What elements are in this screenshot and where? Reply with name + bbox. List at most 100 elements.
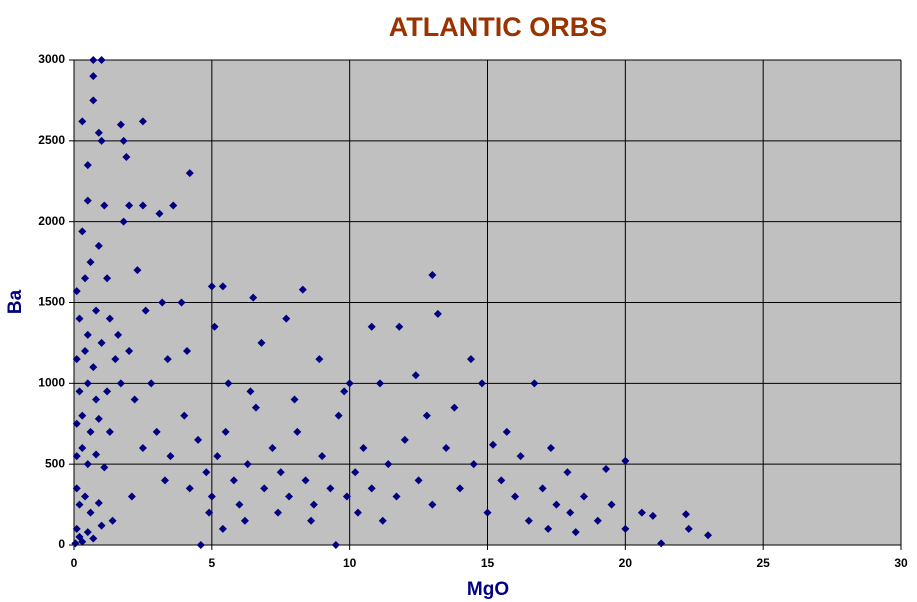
point xyxy=(72,419,81,428)
point xyxy=(114,330,123,339)
point xyxy=(119,136,128,145)
point xyxy=(648,511,657,520)
point xyxy=(100,201,109,210)
point xyxy=(331,541,340,549)
point xyxy=(202,468,211,477)
point xyxy=(92,306,101,315)
point xyxy=(257,338,266,347)
point xyxy=(502,427,511,436)
point xyxy=(224,379,233,388)
point xyxy=(552,500,561,509)
point xyxy=(81,492,90,501)
point xyxy=(78,444,87,452)
y-tick-label: 1500 xyxy=(38,295,65,309)
point xyxy=(125,201,134,210)
point xyxy=(83,528,92,537)
y-tick-label: 2500 xyxy=(38,133,65,147)
point xyxy=(116,379,125,388)
point xyxy=(469,460,478,469)
point xyxy=(433,309,442,318)
point xyxy=(138,117,147,126)
point xyxy=(455,484,464,493)
point xyxy=(130,395,139,404)
chart-title: ATLANTIC ORBS xyxy=(389,12,607,42)
point xyxy=(276,468,285,477)
point xyxy=(538,484,547,493)
point xyxy=(97,521,106,530)
point xyxy=(704,531,713,540)
point xyxy=(367,322,376,331)
point xyxy=(89,96,98,105)
point xyxy=(318,452,327,461)
point xyxy=(681,510,690,519)
point xyxy=(72,287,81,296)
point xyxy=(89,534,98,543)
point xyxy=(97,136,106,145)
point xyxy=(218,282,227,291)
point xyxy=(75,387,84,396)
point xyxy=(497,476,506,485)
point xyxy=(340,387,349,396)
point xyxy=(71,539,80,548)
point xyxy=(579,492,588,501)
point xyxy=(546,444,555,452)
point xyxy=(111,355,120,364)
point xyxy=(345,379,354,388)
point xyxy=(607,500,616,509)
point xyxy=(307,516,316,525)
x-tick-label: 15 xyxy=(481,556,495,570)
point xyxy=(637,508,646,517)
point xyxy=(163,355,172,364)
point xyxy=(273,508,282,517)
point xyxy=(155,209,164,218)
point xyxy=(326,484,335,493)
point xyxy=(400,435,409,444)
point xyxy=(213,452,222,461)
point xyxy=(194,435,203,444)
point xyxy=(196,541,205,549)
point xyxy=(133,266,142,275)
x-tick-label: 5 xyxy=(208,556,215,570)
point xyxy=(621,456,630,465)
point xyxy=(141,306,150,315)
point xyxy=(83,161,92,170)
point xyxy=(158,298,167,307)
point xyxy=(92,395,101,404)
point xyxy=(563,468,572,477)
point xyxy=(544,524,553,533)
point xyxy=(221,427,230,436)
point xyxy=(450,403,459,412)
point xyxy=(309,500,318,509)
point xyxy=(86,258,95,267)
point xyxy=(83,330,92,339)
point xyxy=(293,427,302,436)
point xyxy=(210,322,219,331)
point xyxy=(75,500,84,509)
point xyxy=(260,484,269,493)
point xyxy=(75,314,84,323)
point xyxy=(367,484,376,493)
point xyxy=(621,524,630,533)
point xyxy=(183,347,192,355)
point xyxy=(94,414,103,423)
point xyxy=(251,403,260,412)
x-tick-label: 20 xyxy=(619,556,633,570)
point xyxy=(285,492,294,501)
point xyxy=(218,524,227,533)
point xyxy=(185,484,194,493)
y-tick-label: 3000 xyxy=(38,52,65,66)
point xyxy=(94,241,103,250)
point xyxy=(511,492,520,501)
point xyxy=(442,444,451,452)
x-tick-label: 30 xyxy=(894,556,908,570)
point xyxy=(489,440,498,449)
point xyxy=(92,450,101,459)
point xyxy=(524,516,533,525)
point xyxy=(177,298,186,307)
point xyxy=(657,539,666,548)
x-tick-label: 10 xyxy=(343,556,357,570)
point xyxy=(78,537,87,546)
y-tick-label: 1000 xyxy=(38,376,65,390)
point xyxy=(83,196,92,205)
